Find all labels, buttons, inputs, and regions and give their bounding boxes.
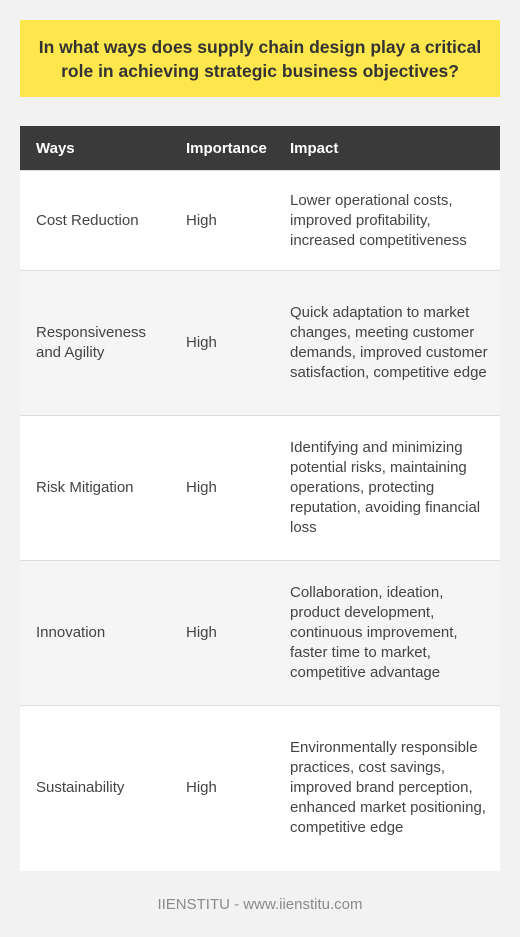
cell-impact: Collaboration, ideation, product develop… (274, 560, 500, 706)
page-title: In what ways does supply chain design pl… (38, 36, 482, 81)
cell-impact: Environmentally responsible practices, c… (274, 705, 500, 871)
cell-importance: High (170, 415, 274, 561)
cell-way: Cost Reduction (20, 170, 170, 271)
cell-impact: Identifying and minimizing potential ris… (274, 415, 500, 561)
cell-importance: High (170, 270, 274, 416)
column-header-importance: Importance (170, 126, 274, 171)
table-header-row: Ways Importance Impact (20, 126, 500, 171)
cell-importance: High (170, 170, 274, 271)
cell-way: Risk Mitigation (20, 415, 170, 561)
cell-way: Responsiveness and Agility (20, 270, 170, 416)
table-row: Risk Mitigation High Identifying and min… (20, 415, 500, 561)
cell-way: Innovation (20, 560, 170, 706)
table-row: Cost Reduction High Lower operational co… (20, 170, 500, 271)
table-row: Sustainability High Environmentally resp… (20, 705, 500, 871)
title-banner: In what ways does supply chain design pl… (20, 20, 500, 97)
footer-credit: IIENSTITU - www.iienstitu.com (157, 896, 363, 913)
table-row: Innovation High Collaboration, ideation,… (20, 560, 500, 706)
cell-importance: High (170, 705, 274, 871)
table-row: Responsiveness and Agility High Quick ad… (20, 270, 500, 416)
cell-importance: High (170, 560, 274, 706)
cell-way: Sustainability (20, 705, 170, 871)
cell-impact: Lower operational costs, improved profit… (274, 170, 500, 271)
cell-impact: Quick adaptation to market changes, meet… (274, 270, 500, 416)
column-header-impact: Impact (274, 126, 500, 171)
data-table: Ways Importance Impact Cost Reduction Hi… (20, 126, 500, 871)
column-header-ways: Ways (20, 126, 170, 171)
